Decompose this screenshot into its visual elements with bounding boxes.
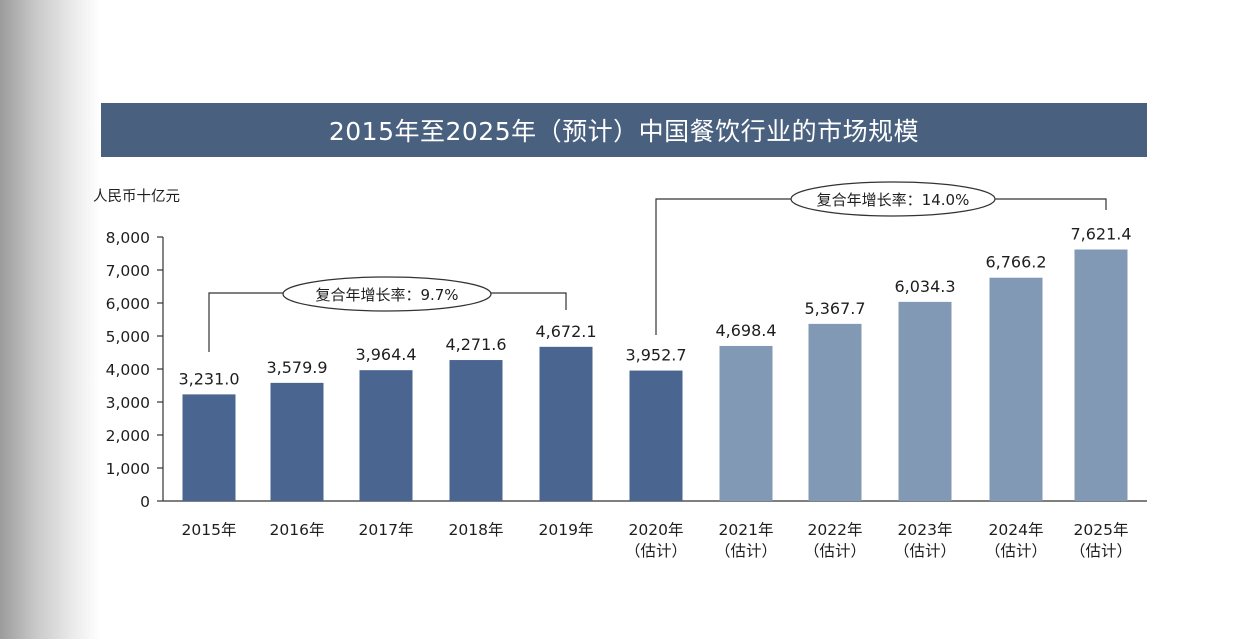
y-tick-label: 2,000	[106, 427, 150, 445]
y-tick-label: 5,000	[106, 328, 150, 346]
x-tick-label: 2017年	[359, 521, 414, 539]
cagr-label-2015-2019: 复合年增长率：9.7%	[315, 286, 458, 304]
y-tick-label: 8,000	[106, 229, 150, 247]
bar-value-label: 6,034.3	[894, 277, 955, 296]
bar-value-label: 5,367.7	[804, 299, 865, 318]
x-tick-sublabel: （估计）	[625, 542, 687, 560]
x-tick-label: 2023年	[898, 521, 953, 539]
x-tick-sublabel: （估计）	[715, 542, 777, 560]
bar-2021年	[719, 345, 773, 501]
bar-value-label: 3,964.4	[355, 345, 416, 364]
x-tick-label: 2025年	[1074, 521, 1129, 539]
bar-value-label: 7,621.4	[1070, 224, 1131, 243]
bar-2020年	[629, 370, 683, 501]
bar-2017年	[359, 370, 413, 501]
x-tick-label: 2021年	[719, 521, 774, 539]
bar-2024年	[989, 277, 1043, 501]
bar-2025年	[1074, 249, 1128, 501]
cagr-bubble-2015-2019	[282, 276, 492, 312]
cagr-label-2020-2025: 复合年增长率：14.0%	[817, 191, 970, 209]
title-band: 2015年至2025年（预计）中国餐饮行业的市场规模	[101, 103, 1147, 157]
x-tick-sublabel: （估计）	[894, 542, 956, 560]
y-tick-label: 6,000	[106, 295, 150, 313]
x-tick-label: 2016年	[270, 521, 325, 539]
bar-value-label: 4,698.4	[715, 321, 776, 340]
x-tick-sublabel: （估计）	[804, 542, 866, 560]
bar-value-label: 4,672.1	[535, 322, 596, 341]
y-tick-label: 4,000	[106, 361, 150, 379]
x-tick-label: 2015年	[182, 521, 237, 539]
x-tick-sublabel: （估计）	[985, 542, 1047, 560]
cagr-bubble-2020-2025	[790, 181, 996, 217]
bar-value-label: 3,231.0	[178, 369, 239, 388]
y-axis-unit-label: 人民币十亿元	[93, 188, 180, 205]
left-page-shadow	[0, 0, 100, 639]
bar-2019年	[539, 346, 593, 501]
x-tick-label: 2019年	[539, 521, 594, 539]
chart-title: 2015年至2025年（预计）中国餐饮行业的市场规模	[328, 117, 920, 146]
bar-value-label: 6,766.2	[985, 253, 1046, 272]
bar-2015年	[182, 394, 236, 501]
x-tick-label: 2018年	[449, 521, 504, 539]
x-tick-label: 2020年	[629, 521, 684, 539]
bar-value-label: 4,271.6	[445, 335, 506, 354]
bar-2016年	[270, 382, 324, 501]
y-tick-label: 1,000	[106, 460, 150, 478]
x-tick-label: 2024年	[989, 521, 1044, 539]
y-tick-label: 0	[140, 493, 150, 511]
bar-2018年	[449, 360, 503, 501]
bar-2023年	[898, 301, 952, 501]
x-tick-sublabel: （估计）	[1070, 542, 1132, 560]
bar-value-label: 3,952.7	[625, 346, 686, 365]
bar-2022年	[808, 323, 862, 501]
x-tick-label: 2022年	[808, 521, 863, 539]
y-tick-label: 3,000	[106, 394, 150, 412]
y-tick-label: 7,000	[106, 262, 150, 280]
bar-value-label: 3,579.9	[266, 358, 327, 377]
